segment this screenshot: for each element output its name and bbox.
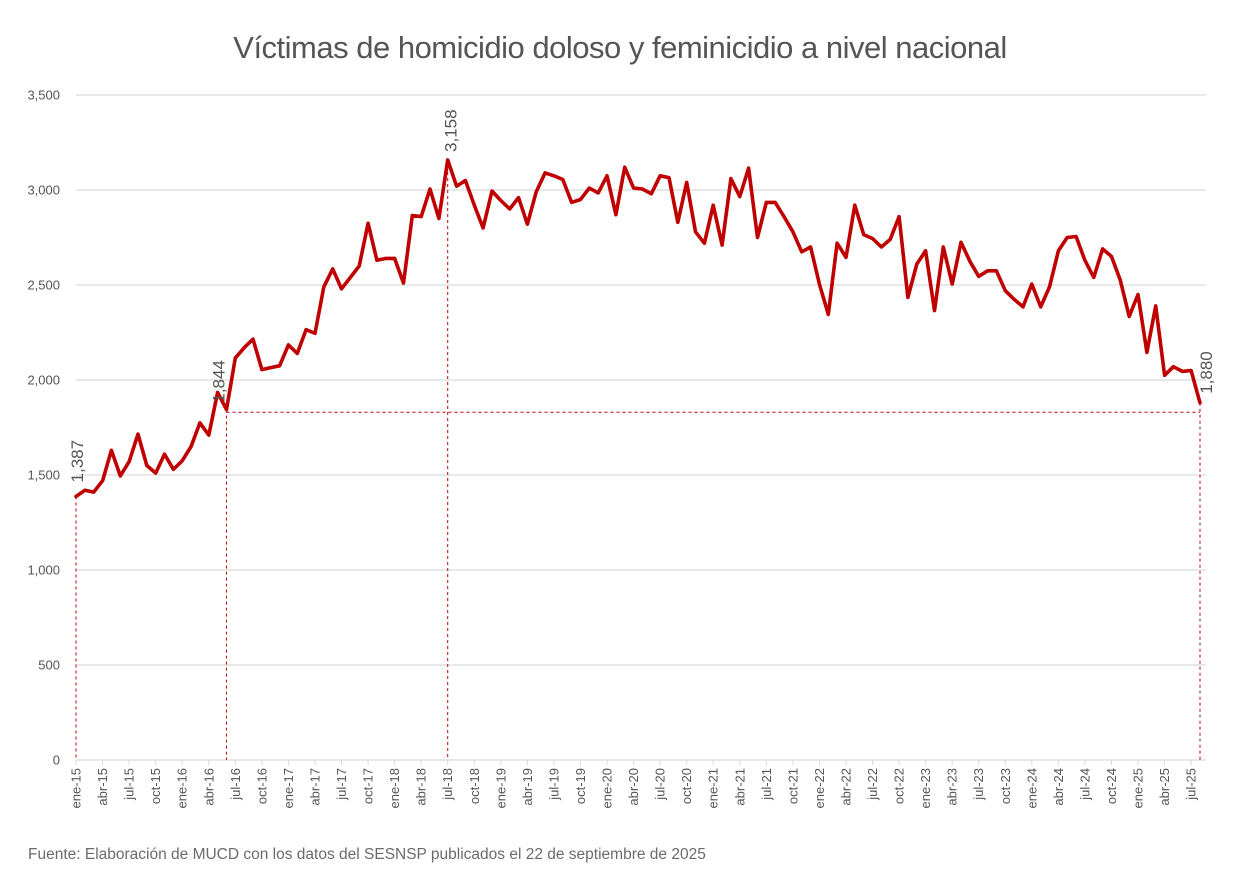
x-tick-label: abr-24 xyxy=(1051,768,1066,806)
x-tick-label: ene-22 xyxy=(812,768,827,808)
x-axis: ene-15 abr-15 jul-15 oct-15 ene-16 abr-16 jul-… xyxy=(69,760,1199,808)
x-tick-label: jul-23 xyxy=(971,768,986,801)
x-tick-label: oct-21 xyxy=(785,768,800,804)
grid-lines xyxy=(76,94,1206,761)
data-label: 1,880 xyxy=(1197,351,1216,394)
x-tick-label: abr-23 xyxy=(945,768,960,806)
x-tick-label: jul-16 xyxy=(228,768,243,801)
x-tick-label: oct-20 xyxy=(679,768,694,804)
data-labels: 1,387 1,844 3,158 1,880 xyxy=(68,109,1216,482)
x-tick-label: jul-22 xyxy=(865,768,880,801)
y-tick-label: 3,000 xyxy=(27,183,60,198)
y-tick-label: 3,500 xyxy=(27,88,60,103)
x-tick-label: jul-15 xyxy=(122,768,137,801)
x-tick-label: oct-24 xyxy=(1104,768,1119,804)
x-tick-label: ene-25 xyxy=(1131,768,1146,808)
x-tick-label: oct-22 xyxy=(892,768,907,804)
x-tick-label: jul-19 xyxy=(546,768,561,801)
x-tick-label: ene-23 xyxy=(918,768,933,808)
x-tick-label: oct-17 xyxy=(361,768,376,804)
x-tick-label: jul-21 xyxy=(759,768,774,801)
x-tick-label: abr-15 xyxy=(95,768,110,806)
y-tick-label: 500 xyxy=(38,658,60,673)
x-tick-label: ene-17 xyxy=(281,768,296,808)
x-tick-label: abr-20 xyxy=(626,768,641,806)
x-tick-label: jul-20 xyxy=(653,768,668,801)
x-tick-label: abr-16 xyxy=(201,768,216,806)
data-label: 1,844 xyxy=(209,360,228,403)
x-tick-label: oct-18 xyxy=(467,768,482,804)
y-tick-label: 1,000 xyxy=(27,563,60,578)
x-tick-label: abr-25 xyxy=(1157,768,1172,806)
x-tick-label: abr-18 xyxy=(414,768,429,806)
data-label: 1,387 xyxy=(68,440,87,483)
x-tick-label: oct-23 xyxy=(998,768,1013,804)
x-tick-label: oct-15 xyxy=(148,768,163,804)
x-tick-label: jul-18 xyxy=(440,768,455,801)
x-tick-label: abr-21 xyxy=(732,768,747,806)
chart-title: Víctimas de homicidio doloso y feminicid… xyxy=(233,30,1007,65)
x-tick-label: oct-16 xyxy=(254,768,269,804)
x-tick-label: ene-20 xyxy=(600,768,615,808)
series xyxy=(74,158,1202,499)
x-tick-label: ene-18 xyxy=(387,768,402,808)
x-tick-label: ene-24 xyxy=(1024,768,1039,808)
x-tick-label: abr-17 xyxy=(307,768,322,806)
y-tick-label: 1,500 xyxy=(27,468,60,483)
x-tick-label: abr-22 xyxy=(838,768,853,806)
x-tick-label: ene-15 xyxy=(69,768,84,808)
x-tick-label: abr-19 xyxy=(520,768,535,806)
y-tick-label: 2,000 xyxy=(27,373,60,388)
x-tick-label: ene-19 xyxy=(493,768,508,808)
y-tick-label: 2,500 xyxy=(27,278,60,293)
series-line xyxy=(74,158,1202,499)
x-tick-label: ene-21 xyxy=(706,768,721,808)
data-label: 3,158 xyxy=(442,109,461,152)
y-axis: 0 500 1,000 1,500 2,000 2,500 3,000 3,500 xyxy=(27,88,60,768)
x-tick-label: jul-17 xyxy=(334,768,349,801)
x-tick-label: jul-25 xyxy=(1184,768,1199,801)
x-tick-label: ene-16 xyxy=(175,768,190,808)
y-tick-label: 0 xyxy=(53,753,60,768)
x-tick-label: oct-19 xyxy=(573,768,588,804)
source-note: Fuente: Elaboración de MUCD con los dato… xyxy=(28,846,706,863)
x-tick-label: jul-24 xyxy=(1077,768,1092,801)
reference-lines xyxy=(75,159,1201,760)
